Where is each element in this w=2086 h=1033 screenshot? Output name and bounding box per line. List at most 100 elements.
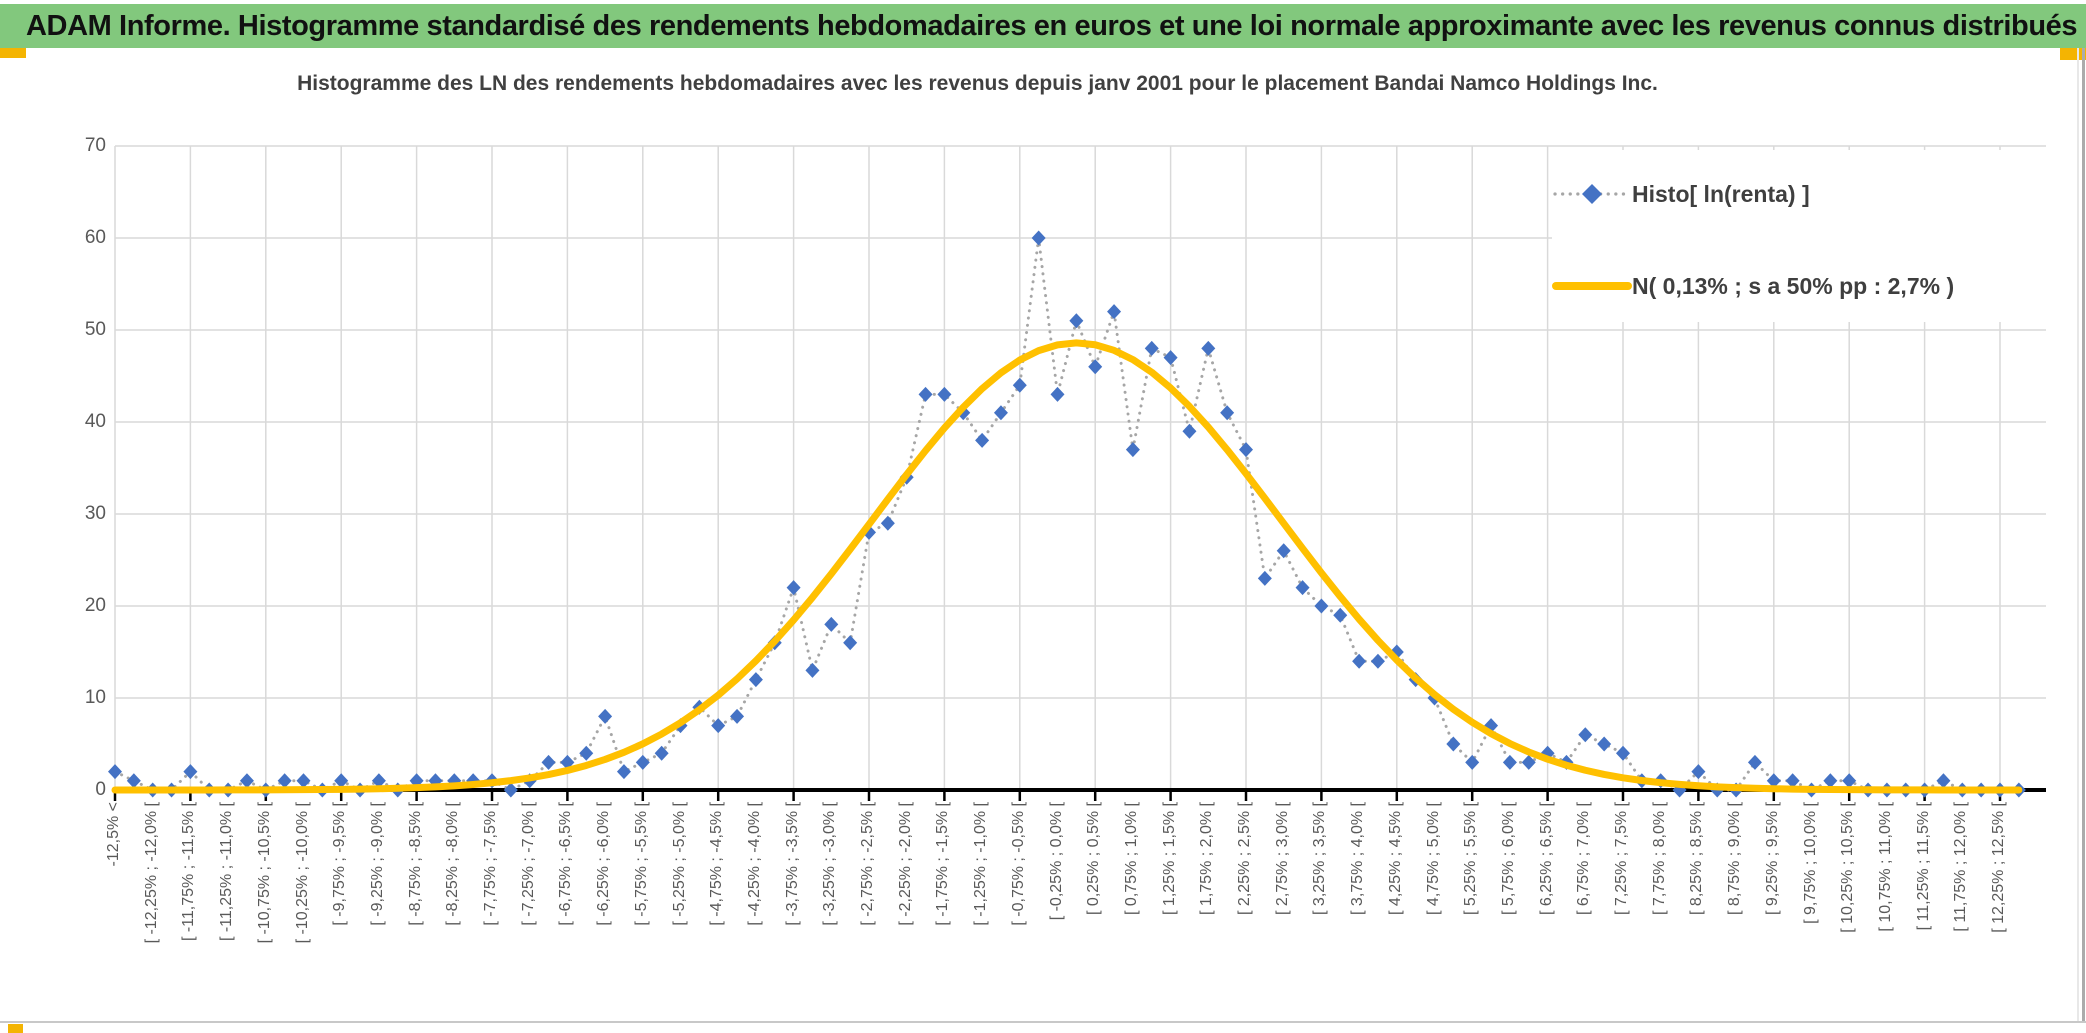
x-axis-tick-label: [ -6,75% ; -6,5% [: [557, 802, 575, 926]
data-point-diamond: [1823, 773, 1838, 789]
data-point-diamond: [183, 764, 198, 780]
legend-label-histogram: Histo[ ln(renta) ]: [1632, 180, 1810, 207]
data-point-diamond: [1031, 230, 1046, 246]
x-axis-tick-label: [ -6,25% ; -6,0% [: [595, 802, 613, 926]
x-axis-tick-label: [ -1,25% ; -1,0% [: [972, 802, 990, 926]
x-axis-tick-label: [ -5,75% ; -5,5% [: [632, 802, 650, 926]
data-point-diamond: [1069, 313, 1084, 329]
data-point-diamond: [1691, 764, 1706, 780]
data-point-diamond: [541, 754, 556, 770]
data-point-diamond: [1785, 773, 1800, 789]
legend-label-normal-curve: N( 0,13% ; s a 50% pp : 2,7% ): [1632, 272, 1955, 299]
y-axis-tick-label: 30: [84, 503, 106, 524]
data-point-diamond: [296, 773, 311, 789]
x-axis-tick-label: [ -10,75% ; -10,5% [: [255, 802, 273, 944]
y-axis-tick-label: 10: [84, 687, 106, 708]
data-point-diamond: [334, 773, 349, 789]
x-axis-tick-label: [ -7,25% ; -7,0% [: [519, 802, 537, 926]
x-axis-tick-label: [ 4,25% ; 4,5% [: [1386, 802, 1404, 915]
data-point-diamond: [503, 782, 518, 798]
x-axis-tick-label: [ -9,25% ; -9,0% [: [368, 802, 386, 926]
data-point-diamond: [1502, 754, 1517, 770]
data-point-diamond: [975, 432, 990, 448]
data-point-diamond: [654, 745, 669, 761]
data-point-diamond: [1144, 340, 1159, 356]
data-point-diamond: [1352, 653, 1367, 669]
x-axis-tick-label: [ 1,25% ; 1,5% [: [1160, 802, 1178, 915]
x-axis-tick-label: [ -10,25% ; -10,0% [: [293, 802, 311, 944]
data-point-diamond: [711, 718, 726, 734]
data-point-diamond: [371, 773, 386, 789]
legend[interactable]: Histo[ ln(renta) ] N( 0,13% ; s a 50% pp…: [1552, 150, 2046, 322]
data-point-diamond: [1050, 386, 1065, 402]
x-axis-tick-label: [ 8,25% ; 8,5% [: [1688, 802, 1706, 915]
data-point-diamond: [1465, 754, 1480, 770]
y-axis-tick-label: 60: [84, 227, 106, 248]
banner-title: ADAM Informe. Histogramme standardisé de…: [26, 9, 2078, 42]
data-point-diamond: [937, 386, 952, 402]
data-point-diamond: [1088, 359, 1103, 375]
data-point-diamond: [1182, 423, 1197, 439]
x-axis-tick-label: [ -11,25% ; -11,0% [: [218, 802, 236, 942]
data-point-diamond: [616, 764, 631, 780]
data-point-diamond: [108, 764, 122, 780]
x-axis-tick-label: [ 0,75% ; 1,0% [: [1122, 802, 1140, 915]
x-axis-tick-label: [ 2,25% ; 2,5% [: [1236, 802, 1253, 915]
data-point-diamond: [277, 773, 292, 789]
x-axis-tick-label: [ 7,75% ; 8,0% [: [1650, 802, 1668, 915]
x-axis-tick-label: [ -8,75% ; -8,5% [: [406, 802, 424, 926]
data-point-diamond: [748, 672, 763, 688]
y-axis-tick-label: 20: [84, 595, 106, 616]
data-point-diamond: [1597, 736, 1612, 752]
data-point-diamond: [1163, 350, 1178, 366]
x-axis-tick-label: [ -11,75% ; -11,5% [: [180, 802, 198, 942]
y-axis-tick-label: 40: [84, 411, 106, 432]
data-point-diamond: [579, 745, 594, 761]
banner-corner-accent-right: [2060, 48, 2086, 60]
legend-item-normal-curve[interactable]: N( 0,13% ; s a 50% pp : 2,7% ): [1552, 256, 2046, 316]
bottom-left-accent: [8, 1024, 23, 1033]
normal-curve: [111, 339, 2023, 794]
x-axis-tick-label: [ 8,75% ; 9,0% [: [1726, 802, 1744, 915]
diamond-dotted-line-icon: [1553, 184, 1631, 204]
y-axis-tick-label: 70: [84, 135, 106, 156]
x-axis-tick-label: [ -4,25% ; -4,0% [: [745, 802, 763, 926]
x-axis-tick-label: [ -1,75% ; -1,5% [: [934, 802, 952, 926]
x-axis-tick-label: [ 0,25% ; 0,5% [: [1085, 802, 1103, 915]
data-point-diamond: [786, 580, 801, 596]
x-axis-tick-label: [ -4,75% ; -4,5% [: [708, 802, 726, 926]
data-point-diamond: [1220, 405, 1235, 421]
data-point-diamond: [805, 662, 820, 678]
bottom-divider: [0, 1021, 2086, 1023]
data-point-diamond: [1107, 304, 1122, 320]
x-axis-tick-label: [ -2,25% ; -2,0% [: [896, 802, 914, 926]
x-axis-tick-label: [ 5,75% ; 6,0% [: [1499, 802, 1517, 915]
x-axis-tick-label: [ 3,75% ; 4,0% [: [1349, 802, 1367, 915]
banner-corner-accent-left: [0, 48, 26, 58]
x-axis-tick-label: [ 5,25% ; 5,5% [: [1462, 802, 1480, 915]
scrollbar-edge[interactable]: [2082, 48, 2085, 1021]
x-axis-tick-label: [ -3,75% ; -3,5% [: [783, 802, 801, 926]
x-axis-tick-label: [ 10,25% ; 10,5% [: [1839, 802, 1857, 933]
x-axis-tick-label: [ 1,75% ; 2,0% [: [1198, 802, 1216, 915]
x-axis-tick-label: [ -0,25% ; 0,0% [: [1047, 802, 1065, 921]
data-point-diamond: [1747, 754, 1762, 770]
header-banner: ADAM Informe. Histogramme standardisé de…: [0, 4, 2086, 48]
data-point-diamond: [1125, 442, 1140, 458]
data-point-diamond: [824, 616, 839, 632]
x-axis-tick-label: [ 3,25% ; 3,5% [: [1311, 802, 1329, 915]
x-axis-tick-label: -12,5% <: [105, 802, 122, 867]
data-point-diamond: [126, 773, 141, 789]
data-point-diamond: [1201, 340, 1216, 356]
y-axis-tick-label: 0: [95, 779, 106, 800]
data-point-diamond: [1446, 736, 1461, 752]
data-point-diamond: [239, 773, 254, 789]
data-point-diamond: [1314, 598, 1329, 614]
x-axis-tick-label: [ -7,75% ; -7,5% [: [482, 802, 499, 926]
data-point-diamond: [1276, 543, 1291, 559]
chart-title: Histogramme des LN des rendements hebdom…: [297, 72, 1658, 95]
legend-item-histogram[interactable]: Histo[ ln(renta) ]: [1552, 164, 2046, 224]
data-point-diamond: [635, 754, 650, 770]
x-axis-tick-label: [ -3,25% ; -3,0% [: [821, 802, 839, 926]
data-point-diamond: [1333, 607, 1348, 623]
